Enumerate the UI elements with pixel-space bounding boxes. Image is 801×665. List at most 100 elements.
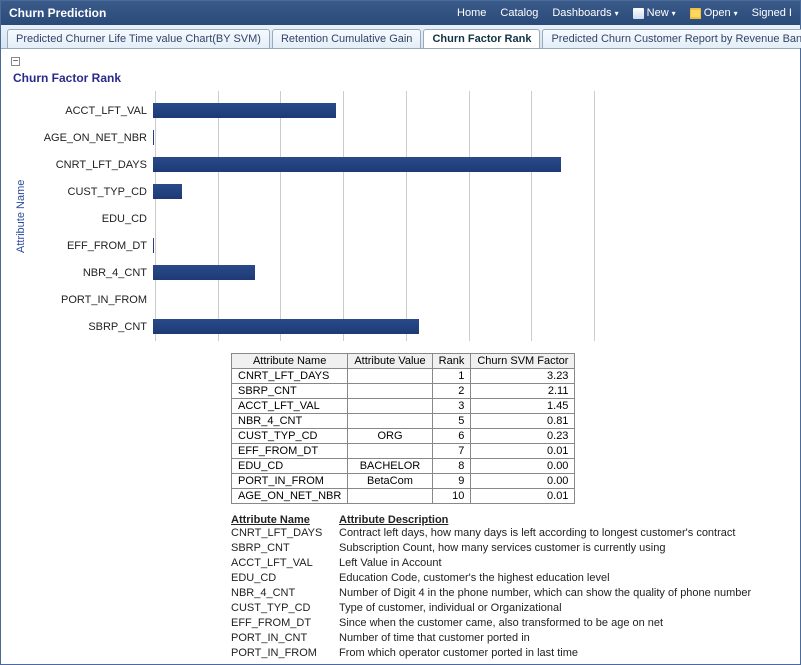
table-cell: [348, 399, 432, 414]
table-cell: 6: [432, 429, 471, 444]
bar-track: [153, 238, 595, 253]
description-row: ACCT_LFT_VAL Left Value in Account: [231, 556, 790, 571]
bar: [153, 265, 255, 280]
table-cell: 0.01: [471, 444, 575, 459]
table-cell: SBRP_CNT: [232, 384, 348, 399]
desc-attr-name: CNRT_LFT_DAYS: [231, 526, 331, 541]
chart-row-label: ACCT_LFT_VAL: [35, 105, 153, 117]
table-body: CNRT_LFT_DAYS13.23SBRP_CNT22.11ACCT_LFT_…: [232, 369, 575, 504]
nav-open[interactable]: Open ▾: [690, 7, 738, 19]
table-row: CNRT_LFT_DAYS13.23: [232, 369, 575, 384]
desc-attr-text: Number of time that customer ported in: [339, 631, 790, 646]
desc-attr-name: EDU_CD: [231, 571, 331, 586]
table-cell: 2: [432, 384, 471, 399]
desc-head-name: Attribute Name: [231, 514, 331, 526]
description-row: CNRT_LFT_DAYS Contract left days, how man…: [231, 526, 790, 541]
table-cell: [348, 414, 432, 429]
nav-new[interactable]: New ▾: [633, 7, 676, 19]
chart-row: NBR_4_CNT: [35, 259, 595, 286]
description-header: Attribute Name Attribute Description: [231, 514, 790, 526]
bar-track: [153, 157, 595, 172]
bar: [153, 103, 336, 118]
app-title: Churn Prediction: [9, 6, 457, 20]
desc-attr-text: Left Value in Account: [339, 556, 790, 571]
table-cell: NBR_4_CNT: [232, 414, 348, 429]
chart-row-label: PORT_IN_FROM: [35, 294, 153, 306]
bar-track: [153, 292, 595, 307]
table-cell: 7: [432, 444, 471, 459]
table-cell: BACHELOR: [348, 459, 432, 474]
table-cell: 0.81: [471, 414, 575, 429]
table-cell: AGE_ON_NET_NBR: [232, 489, 348, 504]
open-folder-icon: [690, 8, 701, 19]
chart-row-label: NBR_4_CNT: [35, 267, 153, 279]
chart-row-label: CUST_TYP_CD: [35, 186, 153, 198]
bar: [153, 184, 182, 199]
desc-attr-text: From which operator customer ported in l…: [339, 646, 790, 661]
factor-table: Attribute NameAttribute ValueRankChurn S…: [231, 353, 575, 504]
table-row: AGE_ON_NET_NBR100.01: [232, 489, 575, 504]
new-icon: [633, 8, 644, 19]
bar: [153, 238, 154, 253]
table-cell: 2.11: [471, 384, 575, 399]
chart-region: Attribute Name ACCT_LFT_VAL AGE_ON_NET_NB…: [11, 91, 790, 341]
bar: [153, 157, 561, 172]
desc-attr-text: Since when the customer came, also trans…: [339, 616, 790, 631]
desc-attr-name: NBR_4_CNT: [231, 586, 331, 601]
table-cell: CNRT_LFT_DAYS: [232, 369, 348, 384]
tab[interactable]: Predicted Churn Customer Report by Reven…: [542, 29, 801, 48]
nav-dashboards[interactable]: Dashboards ▾: [552, 7, 618, 19]
table-cell: [348, 384, 432, 399]
tab[interactable]: Retention Cumulative Gain: [272, 29, 421, 48]
bar: [153, 130, 154, 145]
desc-attr-name: ACCT_LFT_VAL: [231, 556, 331, 571]
table-cell: 10: [432, 489, 471, 504]
nav-catalog[interactable]: Catalog: [500, 7, 538, 19]
tab[interactable]: Predicted Churner Life Time value Chart(…: [7, 29, 270, 48]
chart-row-label: SBRP_CNT: [35, 321, 153, 333]
tab[interactable]: Churn Factor Rank: [423, 29, 540, 48]
table-header-cell: Churn SVM Factor: [471, 354, 575, 369]
desc-attr-text: Contract left days, how many days is lef…: [339, 526, 790, 541]
table-cell: [348, 489, 432, 504]
chart-y-axis-label: Attribute Name: [11, 91, 31, 341]
nav-dashboards-label: Dashboards: [552, 7, 611, 19]
description-row: SBRP_CNTSubscription Count, how many ser…: [231, 541, 790, 556]
tabs-row: Predicted Churner Life Time value Chart(…: [1, 25, 800, 49]
table-header-cell: Attribute Value: [348, 354, 432, 369]
desc-head-desc: Attribute Description: [339, 514, 448, 526]
chart-row: CUST_TYP_CD: [35, 178, 595, 205]
chart-row-label: CNRT_LFT_DAYS: [35, 159, 153, 171]
bar: [153, 319, 419, 334]
desc-attr-text: Education Code, customer's the highest e…: [339, 571, 790, 586]
header-nav: Home Catalog Dashboards ▾ New ▾ Open ▾ S…: [457, 7, 792, 19]
table-header-cell: Attribute Name: [232, 354, 348, 369]
description-row: EFF_FROM_DT Since when the customer came,…: [231, 616, 790, 631]
chevron-down-icon: ▾: [734, 9, 738, 18]
chart-row: PORT_IN_FROM: [35, 286, 595, 313]
table-row: EFF_FROM_DT70.01: [232, 444, 575, 459]
bar-track: [153, 319, 595, 334]
table-cell: ACCT_LFT_VAL: [232, 399, 348, 414]
chart-row-label: AGE_ON_NET_NBR: [35, 132, 153, 144]
table-cell: 5: [432, 414, 471, 429]
content-area: − Churn Factor Rank Attribute Name ACCT_…: [1, 49, 800, 662]
table-row: ACCT_LFT_VAL31.45: [232, 399, 575, 414]
chart-row: EDU_CD: [35, 205, 595, 232]
description-row: PORT_IN_FROM From which operator customer…: [231, 646, 790, 661]
bar-track: [153, 103, 595, 118]
table-cell: CUST_TYP_CD: [232, 429, 348, 444]
chart-row: AGE_ON_NET_NBR: [35, 124, 595, 151]
chart-row: SBRP_CNT: [35, 313, 595, 340]
table-cell: [348, 369, 432, 384]
desc-attr-name: EFF_FROM_DT: [231, 616, 331, 631]
desc-attr-name: PORT_IN_FROM: [231, 646, 331, 661]
nav-signed[interactable]: Signed I: [752, 7, 792, 19]
nav-home[interactable]: Home: [457, 7, 486, 19]
table-header-cell: Rank: [432, 354, 471, 369]
app-header: Churn Prediction Home Catalog Dashboards…: [1, 1, 800, 25]
chevron-down-icon: ▾: [615, 9, 619, 18]
desc-attr-text: Number of Digit 4 in the phone number, w…: [339, 586, 790, 601]
collapse-toggle[interactable]: −: [11, 57, 20, 66]
table-row: CUST_TYP_CDORG60.23: [232, 429, 575, 444]
